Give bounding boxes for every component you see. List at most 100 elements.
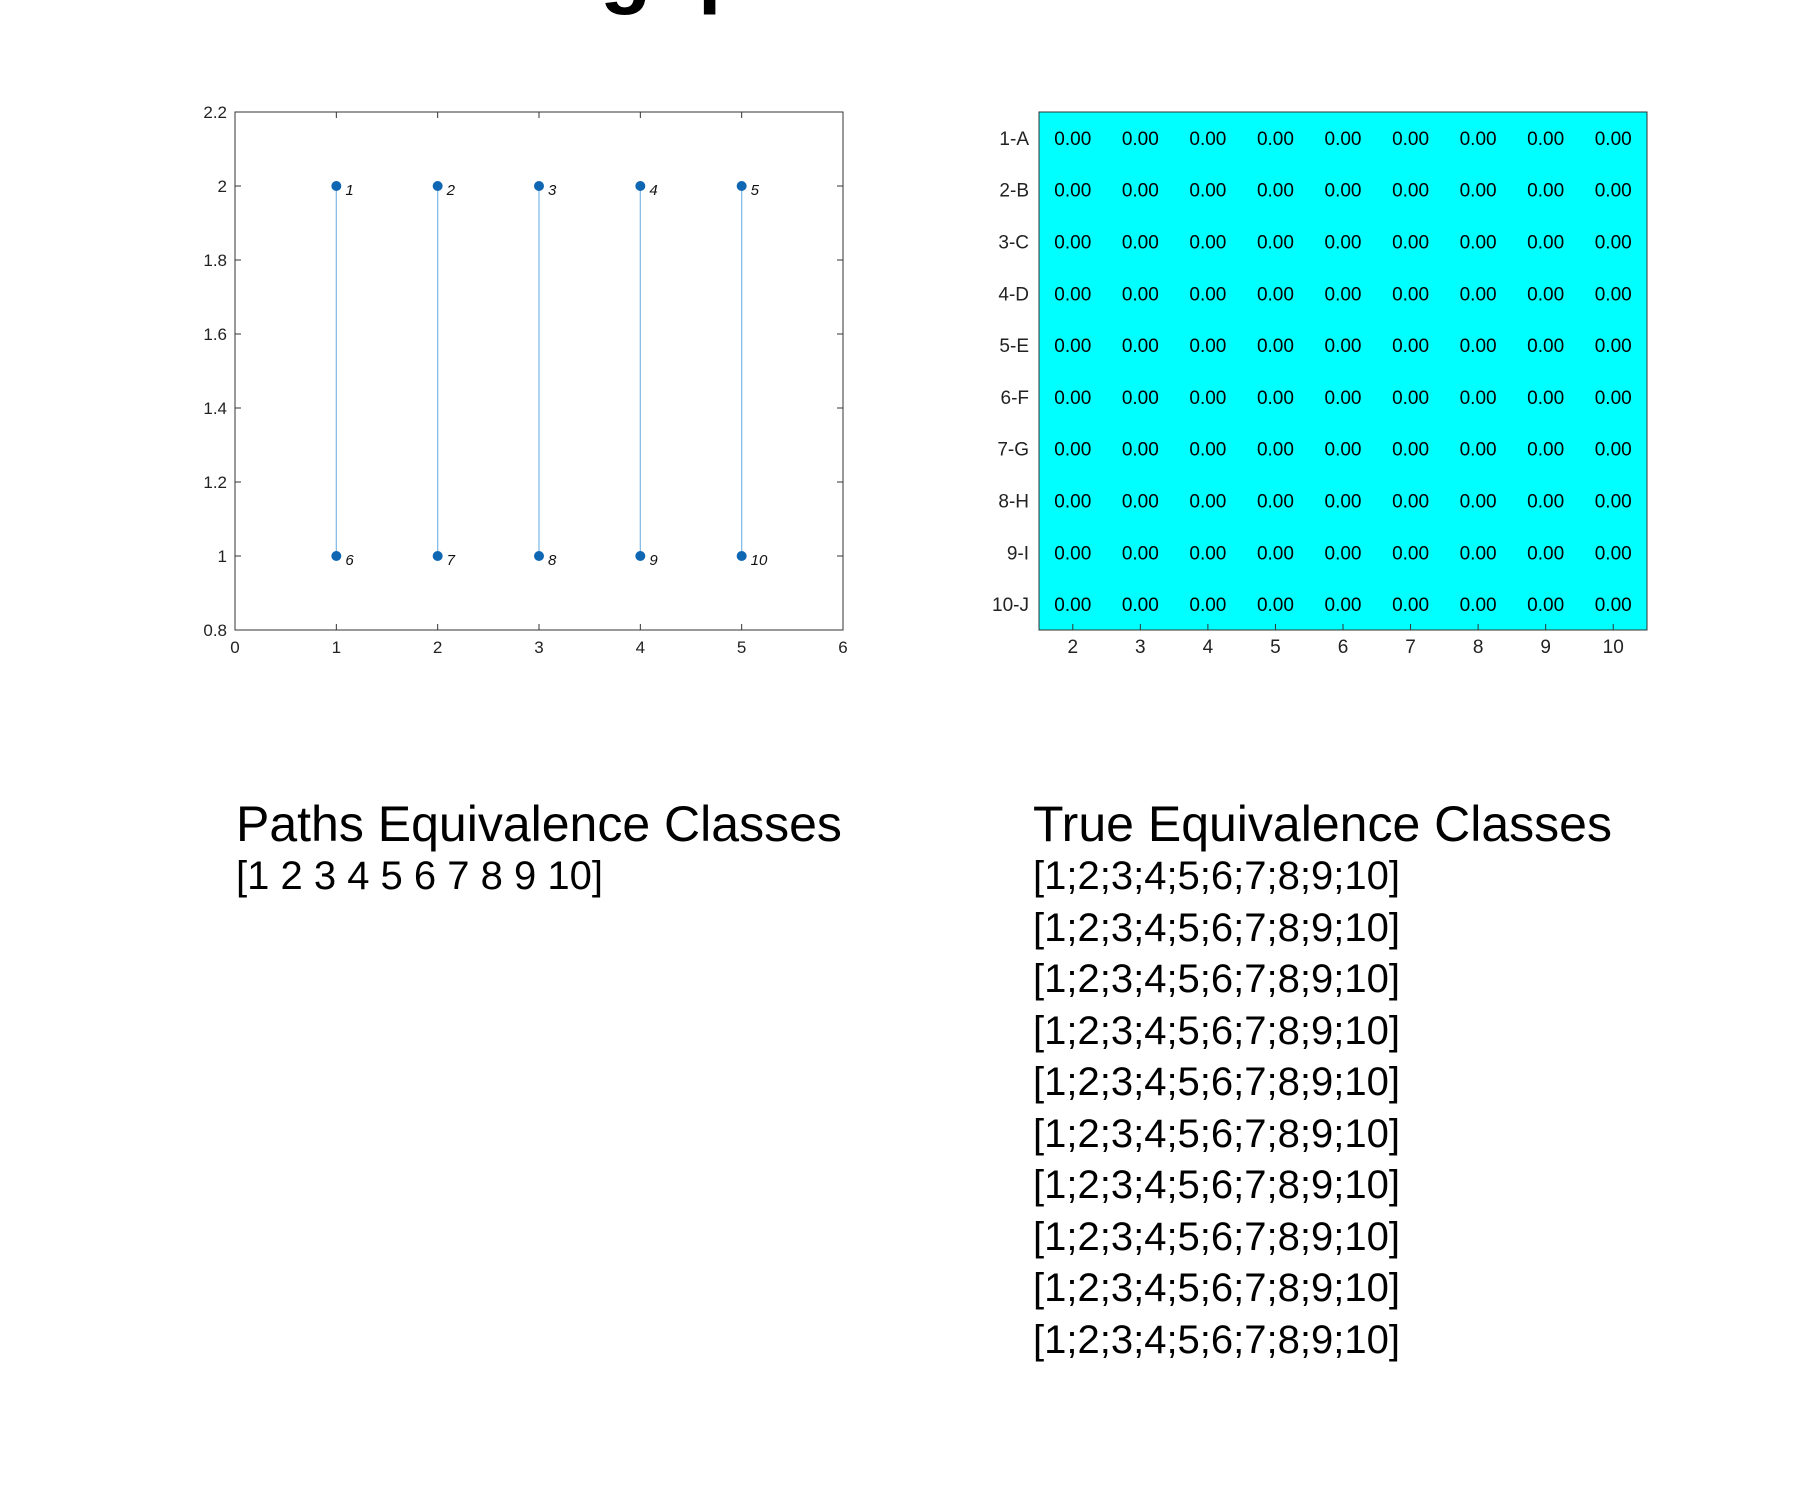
heatmap-cell-value: 0.00 [1392,284,1429,305]
heatmap-cell-value: 0.00 [1392,129,1429,150]
col-label: 5 [1270,637,1281,658]
true-class-line: [1;2;3;4;5;6;7;8;9;10] [1033,1008,1400,1053]
heatmap-cell-value: 0.00 [1189,543,1226,564]
row-label: 6-F [1001,388,1030,409]
heatmap-cell-value: 0.00 [1595,181,1632,202]
heatmap-cell-value: 0.00 [1325,595,1362,616]
heatmap-cell-value: 0.00 [1054,233,1091,254]
data-point [432,181,443,191]
data-point [736,181,747,191]
heatmap-cell-value: 0.00 [1527,336,1564,357]
heatmap-cell-value: 0.00 [1460,181,1497,202]
heatmap-cell-value: 0.00 [1595,440,1632,461]
x-tick-label: 6 [838,638,847,657]
heatmap-cell-value: 0.00 [1189,440,1226,461]
heatmap-cell-value: 0.00 [1257,492,1294,513]
data-point [534,551,544,561]
y-tick-label: 1 [218,547,227,566]
heatmap-cell-value: 0.00 [1122,595,1159,616]
data-point [432,551,443,561]
heatmap-cell-value: 0.00 [1595,595,1632,616]
heatmap-cell-value: 0.00 [1054,543,1091,564]
data-point [534,181,544,191]
col-label: 10 [1603,637,1624,658]
heatmap-cell-value: 0.00 [1122,233,1159,254]
row-label: 2-B [999,181,1029,202]
heatmap-cell-value: 0.00 [1460,336,1497,357]
heatmap-cell-value: 0.00 [1054,388,1091,409]
heatmap-cell-value: 0.00 [1460,388,1497,409]
row-label: 7-G [997,440,1029,461]
heatmap-panel: 1-A 2-B 3-C 4-D 5-E 6-F 7-G 8-H 9-I 10-J 2 3 4 5 6 7 8 9 1… [980,100,1680,685]
row-label: 8-H [998,492,1029,513]
heatmap-cell-value: 0.00 [1257,595,1294,616]
heatmap-cell-value: 0.00 [1257,233,1294,254]
heatmap-cell-value: 0.00 [1325,233,1362,254]
scatter-chart: 0 1 2 3 4 5 6 0.8 1 1.2 1.4 1.6 1.8 2 2.2 1 2 3 4 5 6 7 8 9 10 [203,103,847,657]
y-tick-label: 0.8 [203,621,227,640]
true-class-line: [1;2;3;4;5;6;7;8;9;10] [1033,1266,1400,1310]
true-equivalence-title: True Equivalence Classes [1033,796,1612,852]
heatmap-cell-value: 0.00 [1189,595,1226,616]
heatmap-cell-value: 0.00 [1189,492,1226,513]
heatmap-cell-value: 0.00 [1527,233,1564,254]
heatmap-cell-value: 0.00 [1122,129,1159,150]
heatmap-cell-value: 0.00 [1054,440,1091,461]
heatmap-cell-value: 0.00 [1054,336,1091,357]
heatmap-cell-value: 0.00 [1257,388,1294,409]
col-label: 4 [1203,637,1214,658]
heatmap-cell-value: 0.00 [1189,181,1226,202]
heatmap-cell-value: 0.00 [1460,440,1497,461]
row-label: 3-C [998,233,1029,254]
heatmap-chart: 1-A 2-B 3-C 4-D 5-E 6-F 7-G 8-H 9-I 10-J 2 3 4 5 6 7 8 9 1… [992,111,1648,658]
heatmap-cell-value: 0.00 [1595,233,1632,254]
point-label: 3 [548,182,557,199]
heatmap-cell-value: 0.00 [1595,336,1632,357]
point-label: 8 [548,552,557,569]
heatmap-cell-value: 0.00 [1460,543,1497,564]
point-label: 6 [345,552,354,569]
heatmap-cell-value: 0.00 [1460,284,1497,305]
heatmap-cell-value: 0.00 [1460,129,1497,150]
col-label: 6 [1338,637,1349,658]
row-label: 5-E [999,336,1029,357]
point-label: 1 [345,182,353,199]
point-label: 9 [649,552,658,569]
heatmap-cell-value: 0.00 [1122,440,1159,461]
heatmap-cell-value: 0.00 [1325,388,1362,409]
col-label: 8 [1473,637,1484,658]
heatmap-cell-value: 0.00 [1392,233,1429,254]
heatmap-cell-value: 0.00 [1257,181,1294,202]
heatmap-cell-value: 0.00 [1595,492,1632,513]
point-label: 4 [649,182,657,199]
y-tick-label: 1.2 [203,473,227,492]
paths-equivalence-list: [1 2 3 4 5 6 7 8 9 10] [236,851,842,903]
y-tick-label: 1.4 [203,399,227,418]
heatmap-cell-value: 0.00 [1392,388,1429,409]
y-tick-label: 1.8 [203,251,227,270]
heatmap-cell-value: 0.00 [1392,543,1429,564]
heatmap-cell-value: 0.00 [1257,284,1294,305]
x-tick-label: 2 [433,638,442,657]
heatmap-area [1038,111,1648,631]
x-tick-label: 3 [534,638,543,657]
true-class-line: [1;2;3;4;5;6;7;8;9;10] [1033,905,1400,950]
heatmap-cell-value: 0.00 [1595,284,1632,305]
heatmap-cell-value: 0.00 [1527,440,1564,461]
heatmap-cell-value: 0.00 [1189,336,1226,357]
heatmap-cell-value: 0.00 [1392,336,1429,357]
x-tick-label: 1 [332,638,341,657]
true-class-line: [1;2;3;4;5;6;7;8;9;10] [1033,1060,1400,1104]
row-label: 10-J [992,595,1029,616]
data-point [331,551,342,561]
true-class-line: [1;2;3;4;5;6;7;8;9;10] [1033,1163,1400,1207]
true-equivalence-list: [1;2;3;4;5;6;7;8;9;10] [1;2;3;4;5;6;7;8;9… [1033,851,1612,1366]
heatmap-cell-value: 0.00 [1189,388,1226,409]
point-label: 5 [751,182,760,199]
heatmap-cell-value: 0.00 [1325,440,1362,461]
heatmap-cell-value: 0.00 [1325,492,1362,513]
data-point [635,551,646,561]
heatmap-cell-value: 0.00 [1122,284,1159,305]
row-label: 1-A [999,129,1029,150]
true-class-line: [1;2;3;4;5;6;7;8;9;10] [1033,957,1400,1001]
